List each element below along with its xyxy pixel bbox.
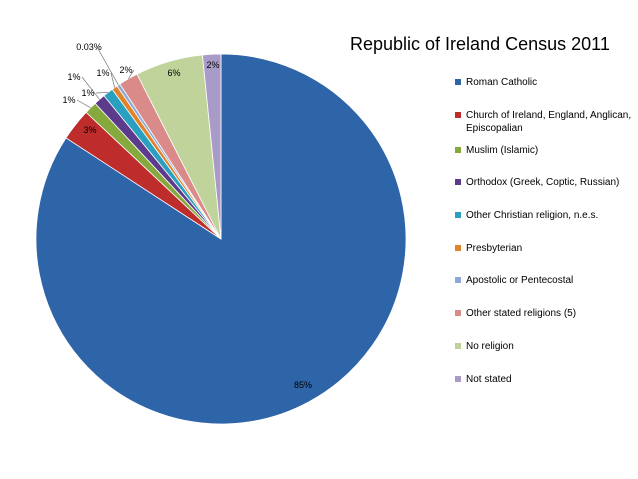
legend-swatch (455, 245, 461, 251)
leader-line-7 (96, 46, 119, 86)
legend-swatch (455, 310, 461, 316)
data-label-6: 1% (96, 68, 109, 78)
legend-label: Not stated (466, 374, 512, 385)
legend-swatch (455, 112, 461, 118)
legend-item: Presbyterian (455, 242, 522, 255)
legend-swatch (455, 79, 461, 85)
legend-item: Muslim (Islamic) (455, 144, 538, 157)
legend-swatch (455, 212, 461, 218)
data-label-9: 6% (167, 68, 180, 78)
legend-label: Roman Catholic (466, 77, 538, 88)
data-label-2: 3% (83, 125, 96, 135)
legend-item: Other Christian religion, n.e.s. (455, 209, 598, 222)
legend-swatch (455, 147, 461, 153)
legend-label: No religion (466, 341, 514, 352)
data-label-8: 2% (119, 65, 132, 75)
legend-label: Other Christian religion, n.e.s. (466, 210, 599, 221)
legend-item: Apostolic or Pentecostal (455, 274, 573, 287)
legend-swatch (455, 277, 461, 283)
data-label-1: 85% (294, 380, 312, 390)
leader-line-3 (76, 99, 91, 109)
legend-label: Orthodox (Greek, Coptic, Russian) (466, 177, 620, 188)
legend-swatch (455, 343, 461, 349)
legend-swatch (455, 179, 461, 185)
data-label-10: 2% (206, 60, 219, 70)
legend-item: Orthodox (Greek, Coptic, Russian) (455, 176, 619, 189)
pie-slice-10 (201, 53, 222, 240)
legend-swatch (455, 376, 461, 382)
leader-line-6 (110, 72, 115, 88)
legend-item: Roman Catholic (455, 76, 537, 89)
legend-label: Muslim (Islamic) (466, 145, 539, 156)
leader-line-8 (128, 69, 135, 80)
legend-label: Other stated religions (5) (466, 308, 577, 319)
legend-item: Not stated (455, 373, 512, 386)
leader-line-5 (95, 92, 109, 94)
legend-item: Church of Ireland, England, Anglican, Ep… (455, 109, 638, 135)
legend-label: Apostolic or Pentecostal (466, 275, 574, 286)
data-label-7: 0.03% (76, 42, 102, 52)
data-label-4: 1% (67, 72, 80, 82)
data-label-3: 1% (62, 95, 75, 105)
legend-label: Presbyterian (466, 243, 523, 254)
leader-line-4 (81, 76, 100, 100)
chart-title: Republic of Ireland Census 2011 (350, 34, 610, 54)
data-label-5: 1% (81, 88, 94, 98)
legend-item: No religion (455, 340, 514, 353)
legend-item: Other stated religions (5) (455, 307, 576, 320)
legend-label: Church of Ireland, England, Anglican, Ep… (466, 110, 632, 134)
